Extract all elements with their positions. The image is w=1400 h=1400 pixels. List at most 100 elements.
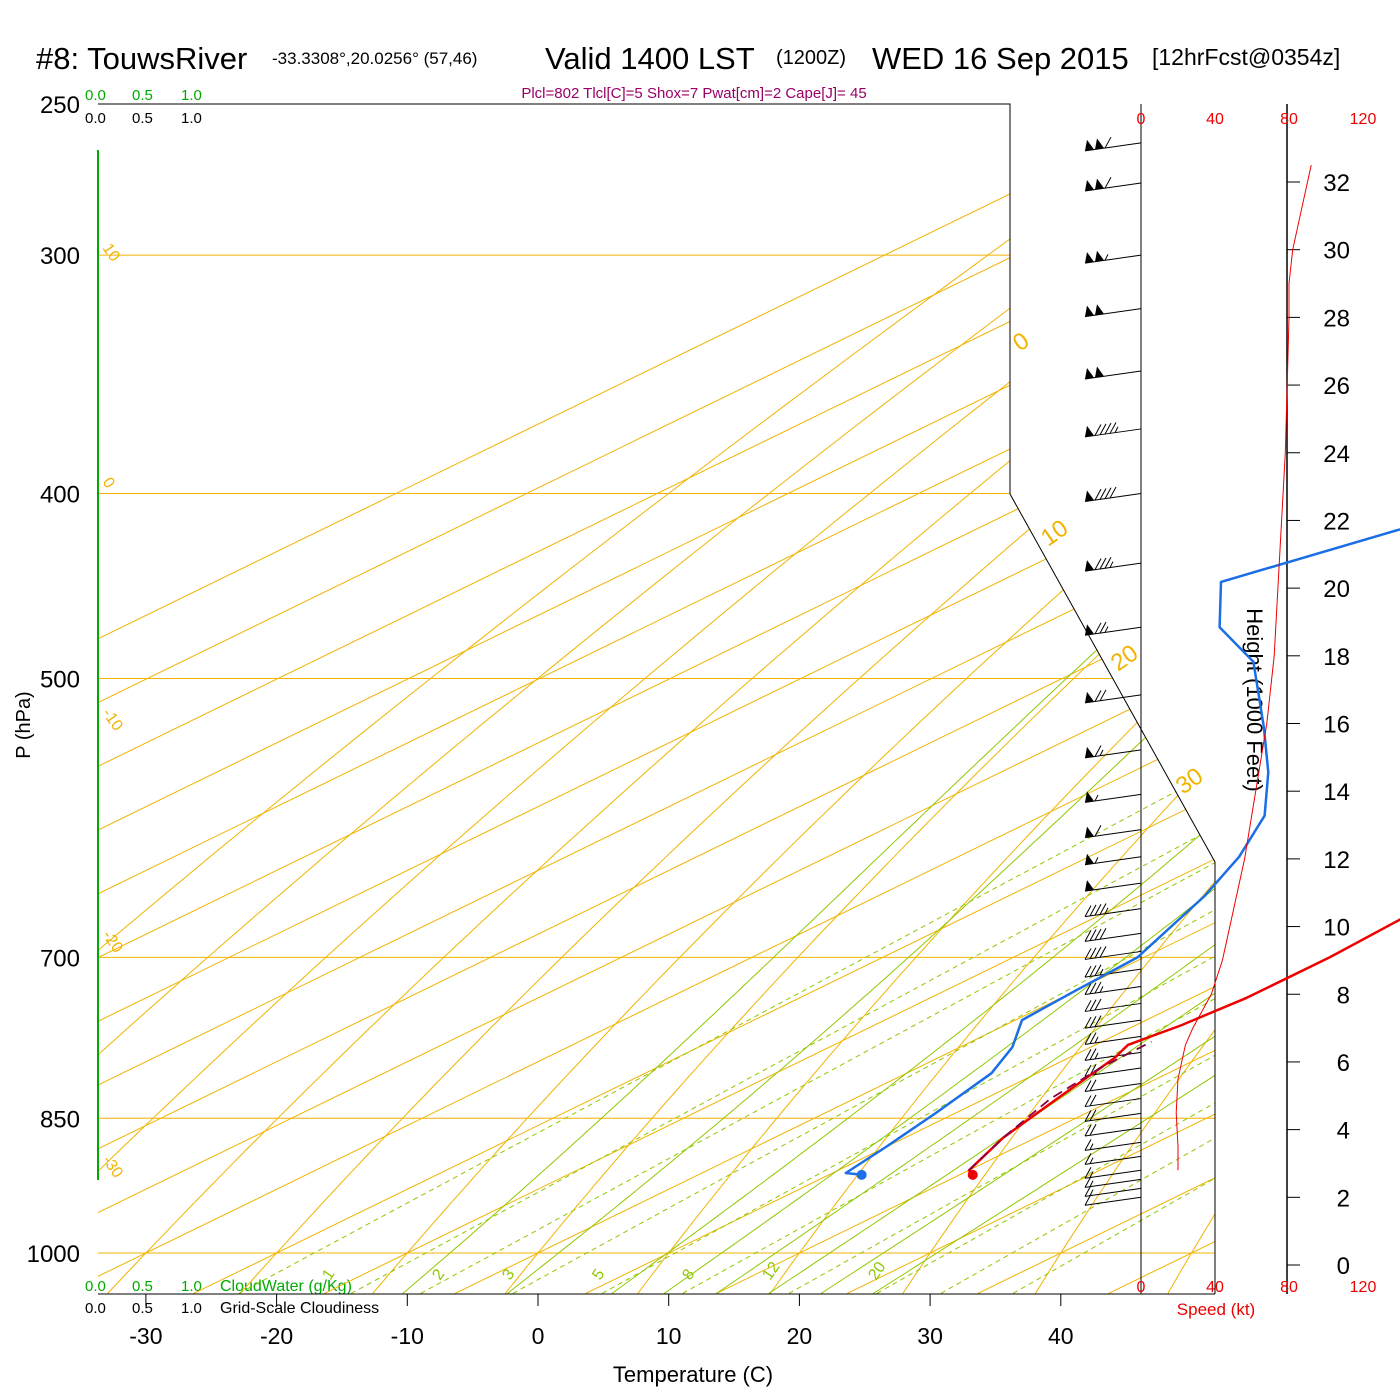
barb-flag: [1085, 139, 1094, 151]
mixing-ratio-line: [876, 493, 1215, 1294]
barb-full: [1084, 1185, 1092, 1197]
barb-full: [1094, 998, 1102, 1011]
dry-adiabat: [98, 104, 1215, 1294]
wind-barb: [1084, 946, 1142, 960]
mixing-ratio-label: 5: [589, 1266, 608, 1283]
wind-barb: [1084, 1032, 1142, 1045]
wind-barb: [1084, 689, 1142, 704]
mixing-ratio-line: [940, 493, 1215, 1294]
barb-half: [1104, 907, 1109, 915]
barb-full: [1084, 983, 1092, 995]
wind-barb: [1084, 250, 1142, 264]
wind-barb: [1084, 791, 1142, 803]
barb-staff: [1084, 1169, 1142, 1179]
barb-staff: [1084, 968, 1142, 978]
dry-adiabat: [372, 104, 1215, 1294]
valid-date: WED 16 Sep 2015: [872, 41, 1129, 76]
speed-tick-label-top: 0: [1137, 111, 1146, 128]
barb-half: [1109, 561, 1114, 568]
parcel-path: [968, 1040, 1152, 1171]
wind-barb: [1084, 1048, 1142, 1061]
barb-half: [1094, 857, 1099, 864]
speed-tick-label-top: 40: [1206, 111, 1224, 128]
cloudiness-tick-0: 0.0: [85, 110, 106, 127]
barb-staff: [1084, 142, 1142, 152]
cloud-scale-top: 0.0 0.5 1.0 0.0 0.5 1.0: [85, 87, 202, 127]
theta-label: 30: [1171, 762, 1208, 799]
isotherm: [324, 104, 1215, 1294]
height-tick-label: 20: [1323, 576, 1350, 603]
cloud-water-tick-bottom-2: 1.0: [181, 1278, 202, 1295]
barb-full: [1084, 1049, 1092, 1061]
dry-adiabat: [769, 104, 1215, 1294]
barb-flag: [1085, 746, 1094, 758]
barb-staff: [1084, 882, 1142, 892]
wind-barb: [1084, 1185, 1142, 1197]
barb-full: [1104, 176, 1112, 189]
moist-adiabat: [820, 104, 1215, 1294]
barb-flag: [1085, 624, 1094, 636]
moist-adiabat: [716, 104, 1215, 1294]
height-axis-title: Height (1000 Feet): [1242, 608, 1267, 791]
barb-full: [1084, 1124, 1092, 1137]
isotherm: [98, 104, 1215, 1294]
wind-barb: [1084, 1015, 1142, 1029]
height-tick-label: 18: [1323, 644, 1350, 671]
dry-adiabat: [1301, 70, 1400, 1293]
isotherm: [98, 104, 1215, 1294]
background-grid: [98, 70, 1400, 1294]
barb-staff: [1084, 1112, 1142, 1122]
barb-full: [1084, 905, 1092, 917]
wind-barb: [1084, 824, 1142, 839]
barb-flag: [1085, 560, 1094, 572]
theta-label: 20: [1106, 639, 1143, 676]
barb-staff: [1084, 1127, 1142, 1137]
barb-flag: [1085, 826, 1094, 838]
dry-adiabat-label: 0: [99, 475, 118, 492]
x-tick-label: -10: [391, 1323, 424, 1349]
speed-tick-label-top: 120: [1350, 111, 1377, 128]
mixing-ratio-line: [1012, 493, 1215, 1294]
barb-full: [1104, 136, 1112, 149]
stability-indices: Plcl=802 Tlcl[C]=5 Shox=7 Pwat[cm]=2 Cap…: [521, 85, 866, 102]
mixing-ratio-line: [238, 493, 1215, 1294]
wind-barb: [1084, 557, 1142, 572]
barb-staff: [1084, 1196, 1142, 1206]
speed-axis-title: Speed (kt): [1177, 1300, 1255, 1319]
height-tick-label: 26: [1323, 373, 1350, 400]
wind-barb: [1084, 366, 1142, 380]
wind-barb: [1084, 964, 1142, 978]
barb-half: [1089, 1143, 1094, 1150]
speed-profile: [1175, 164, 1312, 1171]
moist-adiabat: [507, 104, 1215, 1294]
isotherm: [98, 104, 1215, 1294]
cloudiness-label: Grid-Scale Cloudiness: [220, 1300, 379, 1317]
wind-barb: [1084, 486, 1142, 503]
speed-tick-label-bottom: 80: [1280, 1279, 1298, 1296]
height-tick-label: 14: [1323, 779, 1350, 806]
speed-tick-label-bottom: 120: [1350, 1279, 1377, 1296]
height-tick-label: 6: [1337, 1050, 1350, 1077]
barb-full: [1084, 1194, 1092, 1206]
temperature-axis: -30 -20 -10 0 10 20 30 40: [129, 1294, 1074, 1349]
barb-full: [1089, 1094, 1097, 1107]
cloud-water-tick-bottom-1: 0.5: [132, 1278, 153, 1295]
barb-staff: [1084, 182, 1142, 192]
pressure-tick-label: 300: [40, 243, 80, 270]
barb-full: [1089, 1032, 1097, 1044]
x-tick-label: 40: [1048, 1323, 1074, 1349]
mixing-ratio-line: [350, 493, 1215, 1294]
wind-barb: [1084, 1139, 1142, 1151]
barb-half: [1094, 1036, 1099, 1044]
barb-staff: [1084, 1035, 1142, 1045]
barb-half: [1094, 794, 1099, 802]
barb-staff: [1084, 1155, 1142, 1165]
cloud-water-tick-2: 1.0: [181, 87, 202, 104]
x-tick-label: 20: [787, 1323, 813, 1349]
cloud-water-tick-0: 0.0: [85, 87, 106, 104]
isotherm: [98, 104, 1215, 1294]
forecast-info: [12hrFcst@0354z]: [1152, 44, 1340, 70]
surface-dewpoint-marker: [856, 1169, 867, 1180]
